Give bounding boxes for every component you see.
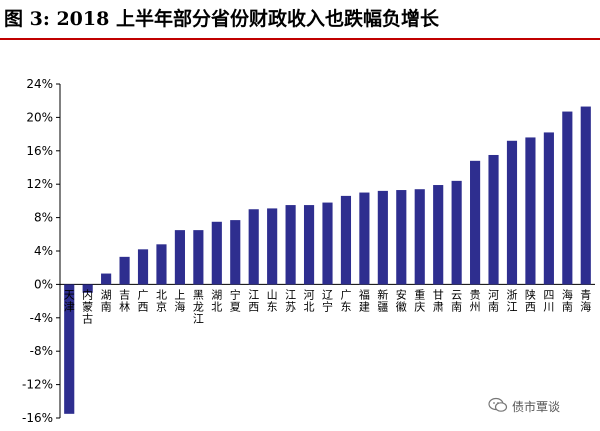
bar <box>543 132 554 285</box>
x-tick-label: 吉林 <box>119 288 130 313</box>
bar <box>359 192 370 285</box>
bar <box>156 244 167 285</box>
bar <box>340 195 352 285</box>
bar <box>580 106 591 285</box>
y-tick-label: 4% <box>34 244 53 258</box>
y-tick-label: 8% <box>34 211 53 225</box>
bar <box>193 230 204 285</box>
y-tick-label: 0% <box>34 277 53 291</box>
bars <box>64 106 591 414</box>
x-tick-label: 江西 <box>248 288 259 313</box>
y-tick-label: -12% <box>22 378 53 392</box>
x-tick-label: 天津 <box>64 288 75 313</box>
x-tick-label: 海南 <box>562 287 573 313</box>
x-tick-label: 青海 <box>580 288 591 313</box>
bar <box>396 190 407 285</box>
bar <box>285 205 296 285</box>
x-tick-label: 北京 <box>156 288 167 313</box>
bar <box>230 220 241 285</box>
x-tick-label: 内蒙古 <box>82 287 93 325</box>
watermark-text: 债市覃谈 <box>512 400 561 414</box>
x-tick-label: 重庆 <box>414 287 425 313</box>
x-tick-label: 上海 <box>174 288 185 313</box>
x-tick-label: 湖北 <box>211 288 222 313</box>
bar <box>64 284 75 414</box>
bar <box>414 189 425 285</box>
x-tick-label: 四川 <box>543 288 554 313</box>
x-tick-label: 甘肃 <box>433 288 444 313</box>
bar <box>137 249 149 285</box>
x-tick-label: 新疆 <box>377 287 388 313</box>
x-tick-label: 江苏 <box>285 288 296 313</box>
x-tick-label: 安徽 <box>396 287 407 313</box>
x-tick-label: 云南 <box>451 288 462 313</box>
bar <box>451 180 462 285</box>
y-tick-label: -4% <box>30 311 53 325</box>
bar <box>101 273 112 285</box>
bar <box>248 209 259 285</box>
bar <box>322 202 333 285</box>
y-tick-label: 20% <box>26 110 53 124</box>
bar <box>267 208 278 285</box>
title-underline <box>0 38 600 40</box>
y-tick-label: -8% <box>30 344 53 358</box>
bar <box>377 190 388 285</box>
y-tick-label: -16% <box>22 411 53 425</box>
y-axis: 24% 20% 16% 12% 8% 4% 0% -4% -8% -12% -16% <box>22 77 595 425</box>
x-tick-label: 浙江 <box>506 288 517 313</box>
bar <box>488 154 499 285</box>
bar <box>303 205 315 285</box>
bar <box>562 111 573 285</box>
wechat-icon <box>488 397 508 412</box>
bar <box>433 185 444 285</box>
y-tick-label: 12% <box>26 177 53 191</box>
bar <box>470 160 481 285</box>
bar <box>82 284 93 293</box>
bar <box>525 137 536 285</box>
x-tick-label: 贵州 <box>470 288 481 313</box>
bar <box>174 230 185 285</box>
y-tick-label: 24% <box>26 77 53 91</box>
x-tick-label: 湖南 <box>101 288 112 313</box>
x-tick-label: 宁夏 <box>230 287 241 313</box>
x-tick-label: 黑龙江 <box>193 288 204 325</box>
x-tick-label: 陕西 <box>525 287 536 313</box>
x-tick-label: 山东 <box>267 288 278 313</box>
x-tick-label: 广东 <box>340 288 351 313</box>
bar <box>211 221 222 285</box>
x-tick-label: 福建 <box>359 287 370 313</box>
x-tick-label: 河北 <box>304 288 315 313</box>
figure-title: 图 3: 2018 上半年部分省份财政收入也跌幅负增长 <box>4 8 439 30</box>
y-tick-label: 16% <box>26 144 53 158</box>
bar <box>119 256 130 285</box>
x-tick-label: 广西 <box>138 288 149 313</box>
x-axis-labels: 天津内蒙古湖南吉林广西北京上海黑龙江湖北宁夏江西山东江苏河北辽宁广东福建新疆安徽… <box>64 287 592 325</box>
bar <box>506 140 518 285</box>
x-tick-label: 河南 <box>488 288 499 313</box>
x-tick-label: 辽宁 <box>322 288 333 313</box>
